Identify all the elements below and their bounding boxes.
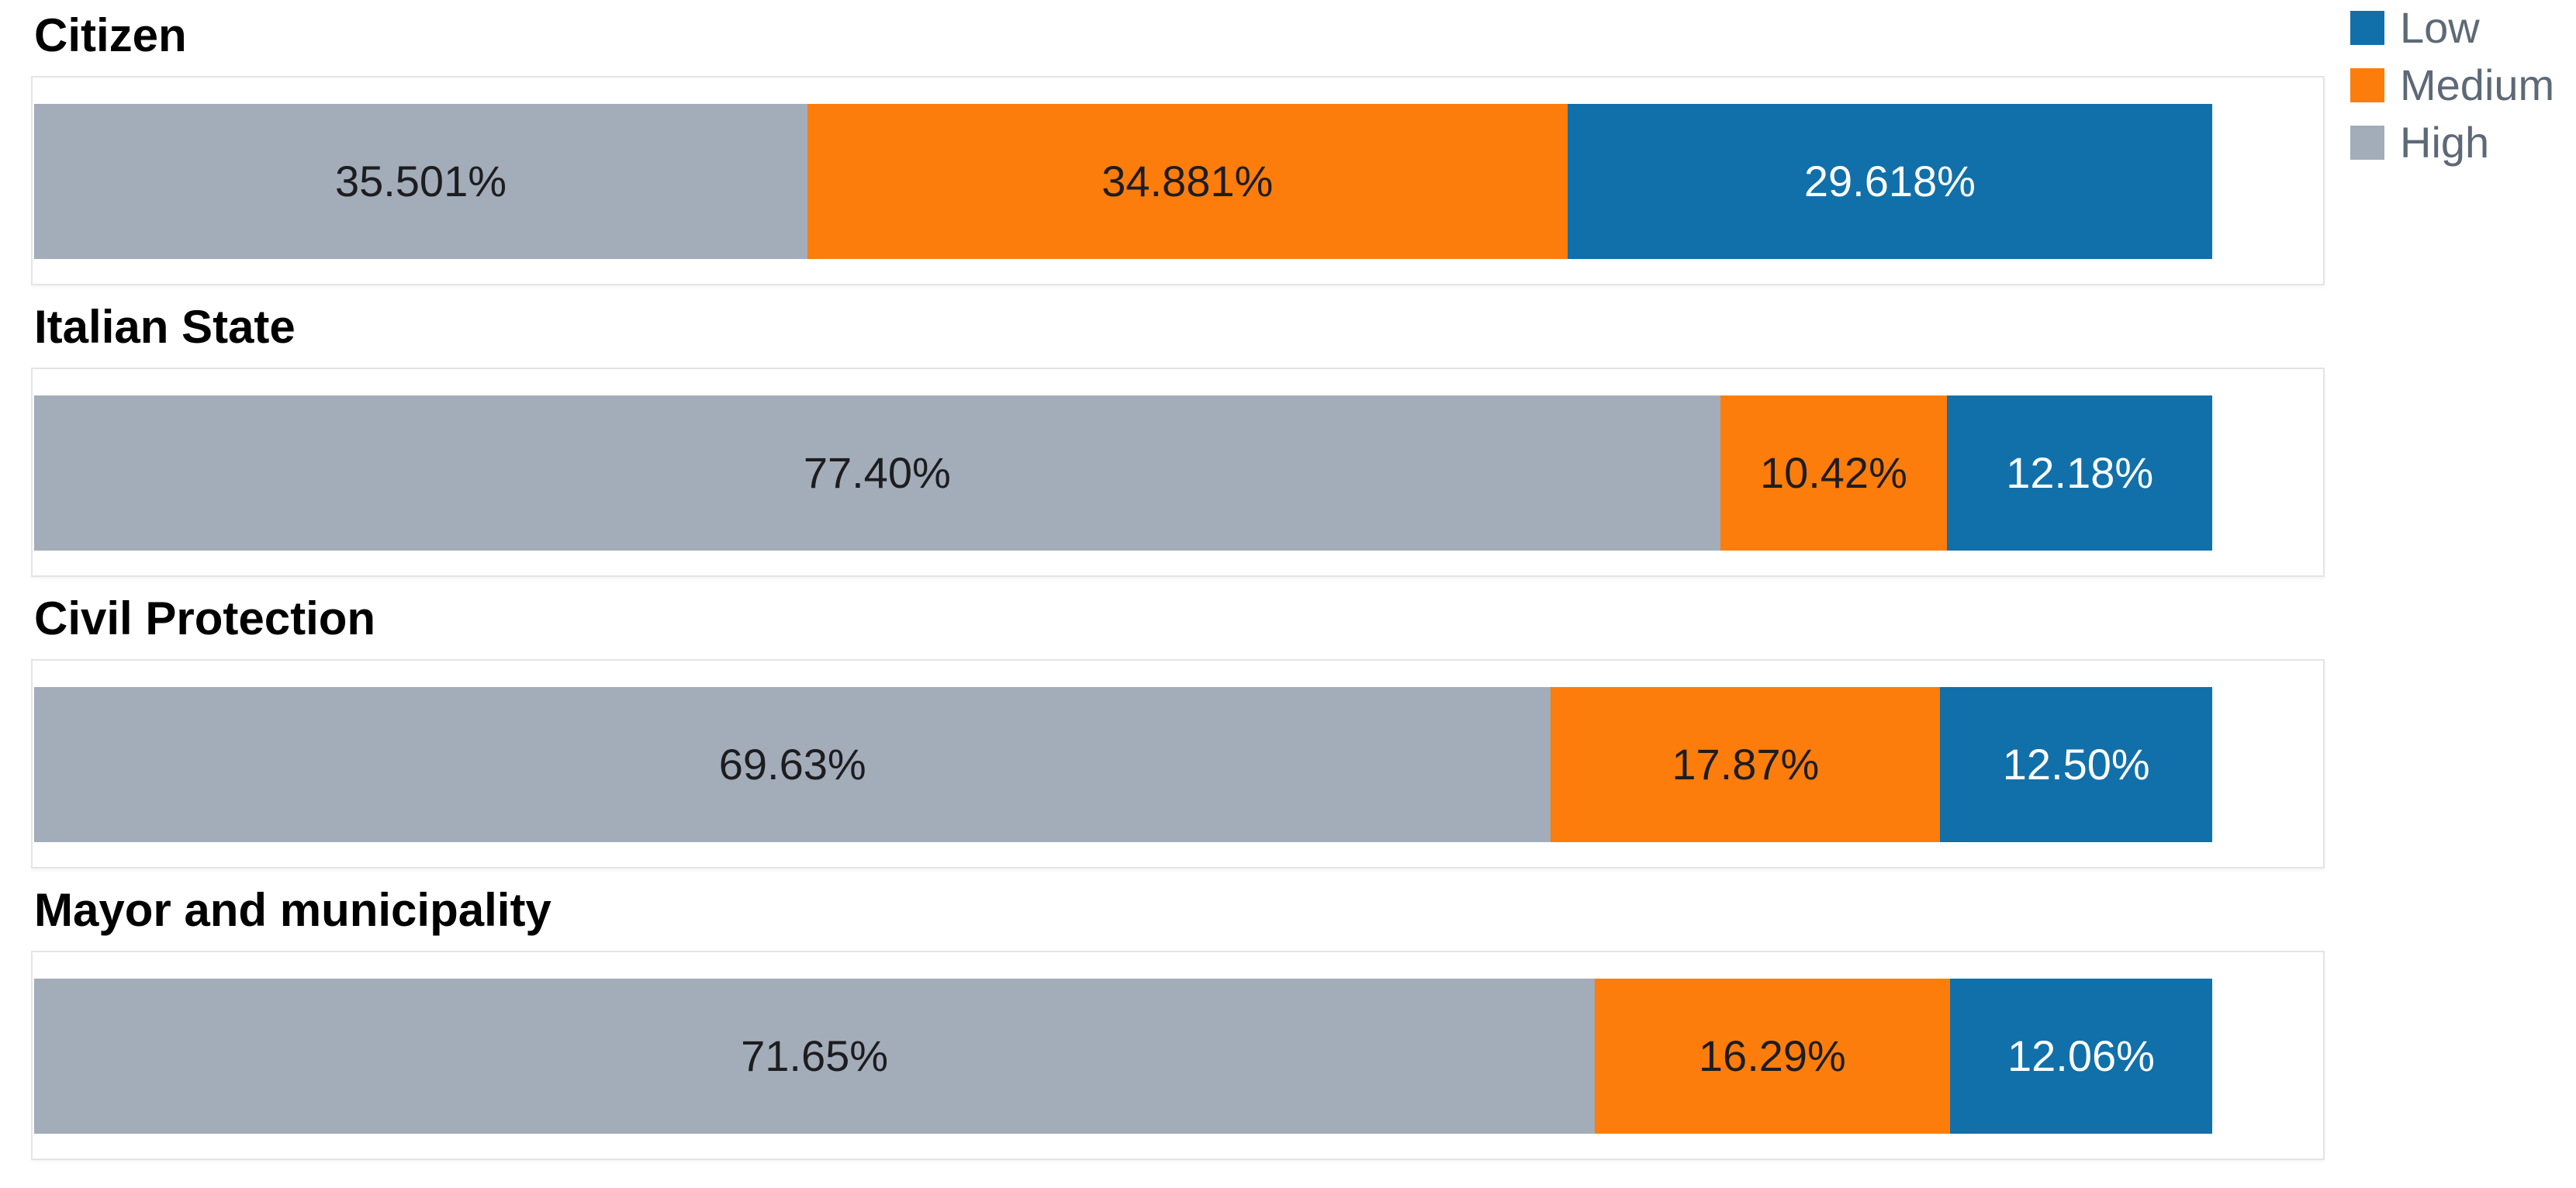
bar-segment-medium[interactable]: 10.42% [1720,395,1948,551]
chart-row: Citizen 35.501% 34.881% 29.618% [0,0,2576,292]
stacked-bar: 77.40% 10.42% 12.18% [34,395,2213,551]
category-title-italian-state: Italian State [34,301,296,353]
segment-value-label: 16.29% [1698,1031,1846,1080]
chart-legend: Low Medium High [2350,3,2555,181]
legend-swatch-icon [2350,68,2384,102]
chart-row: Mayor and municipality 71.65% 16.29% 12.… [0,875,2576,1166]
bar-segment-low[interactable]: 29.618% [1567,104,2213,259]
bar-segment-low[interactable]: 12.50% [1940,687,2213,842]
legend-label: High [2400,118,2490,167]
chart-row: Civil Protection 69.63% 17.87% 12.50% [0,583,2576,875]
stacked-bar: 35.501% 34.881% 29.618% [34,104,2213,259]
bar-segment-low[interactable]: 12.06% [1949,979,2213,1134]
segment-value-label: 35.501% [334,157,507,205]
bar-segment-high[interactable]: 35.501% [34,104,807,259]
segment-value-label: 17.87% [1672,740,1820,789]
category-title-mayor-and-municipality: Mayor and municipality [34,884,552,936]
legend-item-high[interactable]: High [2350,118,2554,167]
segment-value-label: 34.881% [1101,157,1274,205]
bar-segment-high[interactable]: 77.40% [34,395,1720,551]
bar-frame: 69.63% 17.87% 12.50% [31,659,2325,869]
segment-value-label: 71.65% [741,1031,889,1080]
segment-value-label: 29.618% [1803,157,1976,205]
bar-frame: 35.501% 34.881% 29.618% [31,76,2325,285]
legend-item-low[interactable]: Low [2350,3,2554,52]
segment-value-label: 69.63% [718,740,866,789]
segment-value-label: 10.42% [1759,448,1907,497]
bar-segment-high[interactable]: 69.63% [34,687,1551,842]
bar-segment-high[interactable]: 71.65% [34,979,1596,1134]
stacked-bar: 69.63% 17.87% 12.50% [34,687,2213,842]
bar-segment-low[interactable]: 12.18% [1947,395,2213,551]
stacked-bar: 71.65% 16.29% 12.06% [34,979,2213,1134]
bar-frame: 77.40% 10.42% 12.18% [31,368,2325,577]
bar-frame: 71.65% 16.29% 12.06% [31,951,2325,1160]
bar-segment-medium[interactable]: 17.87% [1551,687,1941,842]
segment-value-label: 12.50% [2002,740,2150,789]
legend-item-medium[interactable]: Medium [2350,60,2555,109]
category-title-civil-protection: Civil Protection [34,592,376,644]
segment-value-label: 12.06% [2007,1031,2155,1080]
legend-swatch-icon [2350,126,2384,160]
category-title-citizen: Citizen [34,9,187,61]
bar-segment-medium[interactable]: 16.29% [1595,979,1950,1134]
legend-label: Medium [2400,60,2555,109]
bar-segment-medium[interactable]: 34.881% [807,104,1568,259]
legend-swatch-icon [2350,11,2384,45]
legend-label: Low [2400,3,2480,52]
segment-value-label: 12.18% [2006,448,2154,497]
chart-row: Italian State 77.40% 10.42% 12.18% [0,292,2576,583]
segment-value-label: 77.40% [803,448,951,497]
